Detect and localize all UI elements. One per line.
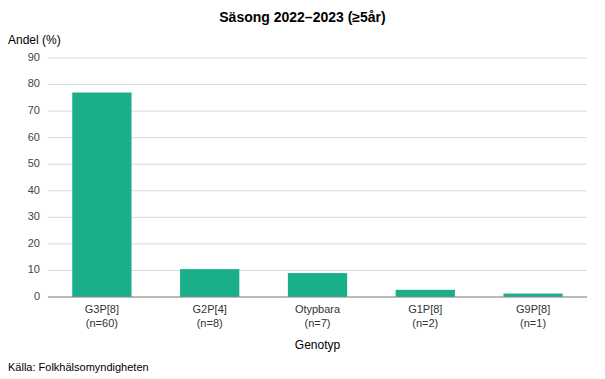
bar [503,294,562,297]
y-tick-label: 70 [28,104,40,116]
x-tick-line: G3P[8] [85,303,119,315]
x-tick-label: G9P[8] (n=1) [516,303,550,329]
y-tick-label: 50 [28,157,40,169]
y-tick-label: 10 [28,263,40,275]
chart: 0 10 20 30 40 50 60 70 80 90 G3P[8] (n=60) G2P[4] (n=… [0,0,605,379]
y-tick-label: 90 [28,51,40,63]
bar [288,273,347,297]
y-tick-label: 30 [28,210,40,222]
y-axis: 0 10 20 30 40 50 60 70 80 90 [28,51,40,302]
y-tick-label: 0 [34,290,40,302]
x-tick-line: G2P[4] [193,303,227,315]
x-tick-line: (n=1) [520,317,546,329]
y-tick-label: 60 [28,131,40,143]
y-tick-label: 20 [28,237,40,249]
x-tick-label: Otypbara (n=7) [295,303,341,329]
x-tick-line: Otypbara [295,303,341,315]
y-tick-label: 80 [28,77,40,89]
x-tick-label: G3P[8] (n=60) [85,303,119,329]
x-axis-label: Genotyp [295,338,341,352]
bar [72,93,131,297]
source: Källa: Folkhälsomyndigheten [8,361,149,373]
x-tick-line: G9P[8] [516,303,550,315]
grid [48,58,587,297]
bar [396,290,455,297]
bars [72,93,562,297]
x-tick-label: G2P[4] (n=8) [193,303,227,329]
x-axis: G3P[8] (n=60) G2P[4] (n=8) Otypbara (n=7) G1P[… [48,297,587,329]
grid-line [48,84,587,85]
x-tick-line: (n=60) [86,317,118,329]
x-axis-line [48,297,587,298]
grid-line [48,58,587,59]
x-tick-line: (n=8) [197,317,223,329]
title: Säsong 2022–2023 (≥5år) [219,9,385,25]
x-tick-line: (n=7) [305,317,331,329]
x-tick-line: (n=2) [412,317,438,329]
y-tick-label: 40 [28,184,40,196]
x-tick-line: G1P[8] [408,303,442,315]
y-axis-label: Andel (%) [8,33,61,47]
x-tick-label: G1P[8] (n=2) [408,303,442,329]
grid-line [48,297,587,298]
bar [180,269,239,297]
